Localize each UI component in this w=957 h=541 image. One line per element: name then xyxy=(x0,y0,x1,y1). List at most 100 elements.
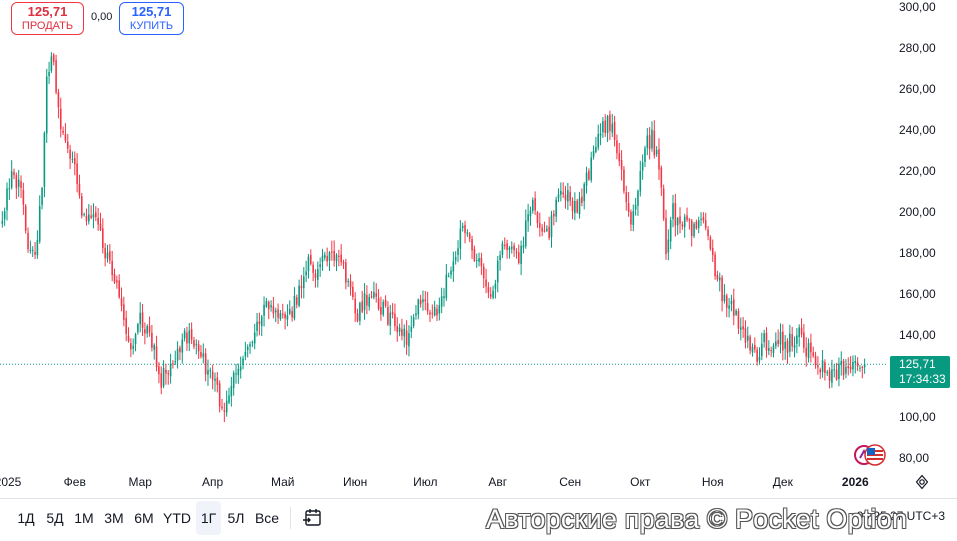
candle-body xyxy=(83,213,85,216)
candle-body xyxy=(709,237,712,249)
candle-body xyxy=(123,304,125,320)
candle-body xyxy=(403,328,406,337)
candle-body xyxy=(230,386,233,397)
y-tick-label: 140,00 xyxy=(899,328,936,342)
candle-body xyxy=(840,361,843,365)
candle-body xyxy=(20,181,22,188)
candle-body xyxy=(405,330,408,345)
candle-body xyxy=(384,300,387,306)
candle-body xyxy=(861,366,864,368)
candle-body xyxy=(228,395,230,403)
candle-body xyxy=(162,367,165,387)
candle-body xyxy=(536,212,539,224)
y-tick-label: 80,00 xyxy=(899,451,930,465)
y-tick-label: 240,00 xyxy=(899,123,936,137)
candle-body xyxy=(258,321,261,325)
candle-body xyxy=(583,184,586,202)
y-tick-label: 280,00 xyxy=(899,41,936,55)
candle-body xyxy=(501,243,504,255)
candle-body xyxy=(281,313,284,315)
candle-body xyxy=(775,341,777,346)
timeframe-6m[interactable]: 6М xyxy=(134,510,154,526)
candle-body xyxy=(71,158,74,160)
candle-body xyxy=(380,307,382,315)
candle-body xyxy=(422,299,424,303)
candle-body xyxy=(328,252,331,261)
buy-price: 125,71 xyxy=(131,4,172,19)
candle-body xyxy=(85,215,88,222)
candle-body xyxy=(478,258,480,262)
candle-body xyxy=(436,308,438,316)
candle-body xyxy=(237,368,240,376)
y-tick-label: 200,00 xyxy=(899,205,936,219)
date-range-calendar-icon[interactable] xyxy=(301,506,325,530)
timeframe-1d[interactable]: 1Д xyxy=(17,510,35,526)
candle-body xyxy=(132,345,134,349)
candle-body xyxy=(398,327,401,332)
candle-body xyxy=(127,335,130,342)
candle-body xyxy=(312,264,314,273)
candle-body xyxy=(158,366,160,375)
buy-button[interactable]: 125,71 КУПИТЬ xyxy=(119,2,184,35)
candle-body xyxy=(366,294,368,306)
candle-body xyxy=(183,331,186,339)
candle-body xyxy=(415,313,417,316)
candle-body xyxy=(363,293,366,311)
candlestick-chart[interactable] xyxy=(0,0,888,462)
candle-body xyxy=(852,361,854,370)
candle-body xyxy=(22,189,25,205)
timeframe-ytd[interactable]: YTD xyxy=(163,510,191,526)
candle-body xyxy=(310,255,312,264)
candle-body xyxy=(338,255,340,257)
candle-body xyxy=(793,344,796,348)
candle-body xyxy=(408,333,410,347)
timeframe-3m[interactable]: 3М xyxy=(104,510,124,526)
candle-body xyxy=(457,248,459,256)
candle-body xyxy=(440,296,443,307)
y-tick-label: 160,00 xyxy=(899,287,936,301)
candle-body xyxy=(529,210,532,217)
candle-body xyxy=(410,326,413,332)
candle-body xyxy=(842,360,845,376)
candle-body xyxy=(141,312,144,328)
candle-body xyxy=(207,370,209,375)
candle-body xyxy=(667,239,670,253)
candle-body xyxy=(777,340,779,345)
candle-body xyxy=(604,120,607,134)
timeframe-1y[interactable]: 1Г xyxy=(196,501,221,535)
candle-body xyxy=(396,326,399,332)
timeframe-all[interactable]: Все xyxy=(254,510,280,526)
utc-clock[interactable]: 09:25:27 UTC+3 xyxy=(856,509,945,523)
price-axis[interactable]: 300,00 280,00 260,00 240,00 220,00 200,00 180,… xyxy=(888,0,957,470)
timeframe-1m[interactable]: 1М xyxy=(74,510,94,526)
candle-body xyxy=(487,287,490,293)
candle-body xyxy=(57,92,60,108)
candle-body xyxy=(195,343,198,345)
timeframe-5d[interactable]: 5Д xyxy=(46,510,64,526)
candle-body xyxy=(648,135,651,150)
candle-body xyxy=(592,150,595,157)
axis-settings-icon[interactable] xyxy=(914,474,930,490)
candle-body xyxy=(370,296,373,298)
candle-body xyxy=(64,134,67,141)
x-tick-label: 2025 xyxy=(0,475,22,489)
candle-body xyxy=(637,191,639,206)
candle-body xyxy=(454,257,457,261)
timeframe-5y[interactable]: 5Л xyxy=(227,510,245,526)
sell-button[interactable]: 125,71 ПРОДАТЬ xyxy=(11,2,84,35)
candle-body xyxy=(574,201,576,214)
candle-body xyxy=(34,252,36,255)
candle-body xyxy=(225,400,228,413)
candle-body xyxy=(849,366,852,370)
candle-body xyxy=(239,366,242,371)
candle-body xyxy=(92,214,95,218)
candle-body xyxy=(803,332,805,348)
candle-body xyxy=(267,301,270,310)
candle-body xyxy=(433,306,436,316)
candle-body xyxy=(784,341,786,349)
candle-body xyxy=(232,372,235,388)
candle-body xyxy=(522,245,525,248)
candle-body xyxy=(606,116,609,134)
time-axis[interactable]: 2025 Фев Мар Апр Май Июн Июл Авг Сен Окт Ноя Дек 202… xyxy=(0,470,888,492)
candle-body xyxy=(620,159,623,170)
